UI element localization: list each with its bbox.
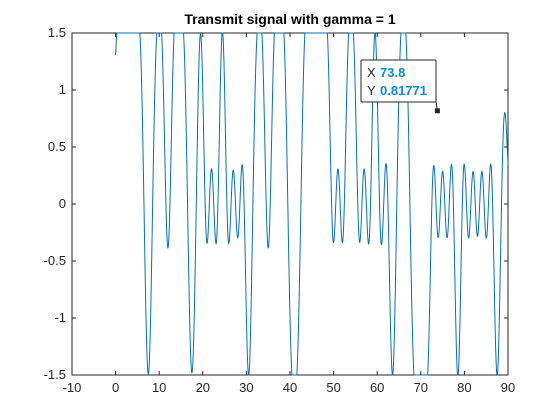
y-tick-label: 1.5 [48,25,66,40]
y-axis: -1.5 -1 -0.5 0 0.5 1 1.5 [44,25,508,382]
x-tick-label: 0 [112,380,119,395]
x-tick-label: 50 [326,380,340,395]
x-tick-label: 30 [239,380,253,395]
chart-title: Transmit signal with gamma = 1 [184,11,395,27]
x-tick-label: 90 [501,380,515,395]
y-tick-label: -1.5 [44,367,66,382]
datatip-x-key: X [367,65,376,80]
datatip-marker[interactable] [434,108,440,114]
x-tick-label: 70 [414,380,428,395]
x-tick-label: 60 [370,380,384,395]
datatip-x-value: 73.8 [380,65,405,80]
y-tick-label: -1 [54,310,66,325]
datatip[interactable]: X 73.8 Y 0.81771 [360,59,440,114]
x-axis: -10 0 10 20 30 40 50 60 70 80 90 [63,33,515,395]
datatip-box [360,59,437,103]
y-tick-label: 0 [59,196,66,211]
x-tick-label: 10 [152,380,166,395]
y-tick-label: 0.5 [48,139,66,154]
y-tick-label: -0.5 [44,253,66,268]
x-tick-label: 80 [457,380,471,395]
signal-line[interactable] [115,32,509,377]
x-tick-label: 20 [196,380,210,395]
plot-area[interactable]: -10 0 10 20 30 40 50 60 70 80 90 -1.5 -1 -0.5 0 0.5 1 1.… [44,25,516,395]
x-tick-label: -10 [63,380,82,395]
datatip-y-key: Y [367,83,376,98]
y-tick-label: 1 [59,82,66,97]
x-tick-label: 40 [283,380,297,395]
datatip-y-value: 0.81771 [380,83,427,98]
